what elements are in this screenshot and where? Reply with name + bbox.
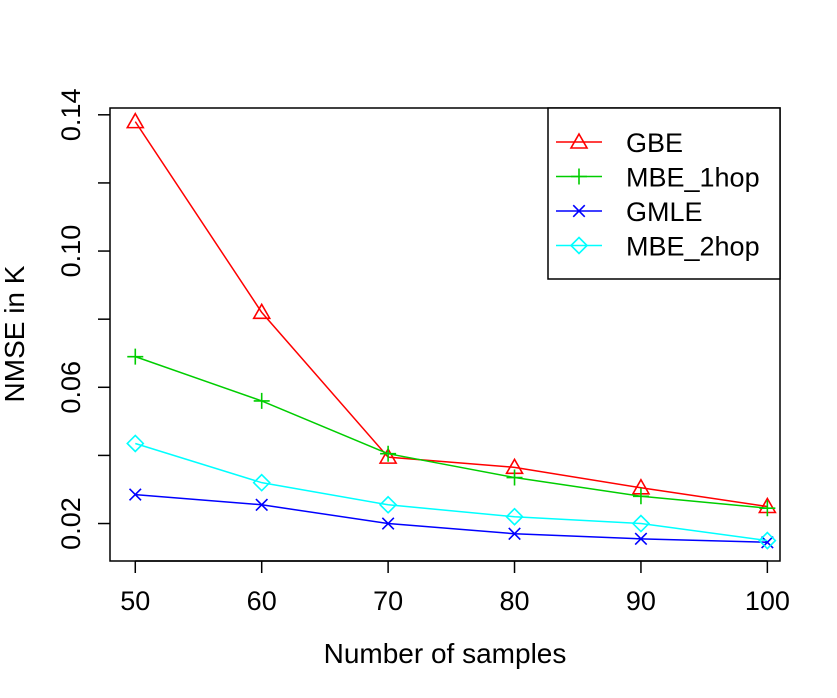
data-point — [125, 112, 145, 129]
legend-label: MBE_1hop — [626, 163, 760, 193]
legend-label: GBE — [626, 128, 683, 158]
data-point — [761, 535, 774, 549]
data-point — [505, 507, 524, 526]
series-line — [135, 355, 768, 509]
legend-box — [547, 107, 781, 280]
data-point — [255, 498, 269, 512]
series-layer — [125, 112, 777, 550]
data-point — [126, 434, 145, 453]
x-axis-title: Number of samples — [324, 638, 567, 669]
data-point — [378, 447, 398, 464]
data-point — [381, 517, 395, 530]
data-point — [758, 531, 777, 550]
legend: GBE MBE_1hop GMLE MBE_2hop — [547, 107, 781, 280]
legend-entry: MBE_1hop — [556, 163, 760, 193]
legend-label: MBE_2hop — [626, 232, 760, 262]
legend-marker — [572, 204, 586, 218]
legend-marker — [569, 236, 589, 255]
y-axis-title: NMSE in K — [0, 265, 30, 402]
data-point — [253, 392, 270, 409]
data-point — [508, 527, 521, 541]
x-tick-label: 50 — [120, 586, 150, 616]
y-tick-label: 0.14 — [56, 89, 86, 142]
data-point — [252, 302, 272, 320]
x-tick-label: 90 — [626, 586, 656, 616]
legend-label: GMLE — [626, 197, 703, 227]
y-tick-label: 0.02 — [56, 497, 86, 550]
x-tick-label: 100 — [745, 586, 790, 616]
series-mbe-1hop — [127, 348, 776, 517]
data-point — [759, 500, 776, 517]
legend-marker — [571, 168, 587, 185]
legend-entry: GBE — [556, 128, 683, 158]
series-mbe-2hop — [126, 434, 777, 550]
series-line — [135, 442, 768, 542]
y-tick-label: 0.06 — [56, 361, 86, 414]
data-point — [380, 445, 397, 462]
legend-marker — [569, 132, 589, 149]
legend-entry: GMLE — [556, 197, 703, 227]
data-point — [378, 495, 398, 514]
data-point — [128, 488, 142, 501]
y-axis: 0.02 0.06 0.10 0.14 — [56, 89, 110, 550]
series-line — [135, 493, 768, 544]
x-tick-label: 80 — [500, 586, 530, 616]
x-tick-label: 70 — [373, 586, 403, 616]
x-axis: 50 60 70 80 90 100 — [120, 560, 790, 616]
series-line — [134, 121, 768, 508]
legend-entry: MBE_2hop — [556, 232, 760, 262]
data-point — [634, 532, 648, 546]
series-gmle — [128, 488, 774, 549]
y-tick-label: 0.10 — [56, 225, 86, 278]
x-tick-label: 60 — [247, 586, 277, 616]
data-point — [631, 514, 651, 533]
data-point — [506, 469, 523, 486]
data-point — [632, 488, 649, 505]
data-point — [252, 473, 271, 492]
data-point — [127, 348, 144, 365]
